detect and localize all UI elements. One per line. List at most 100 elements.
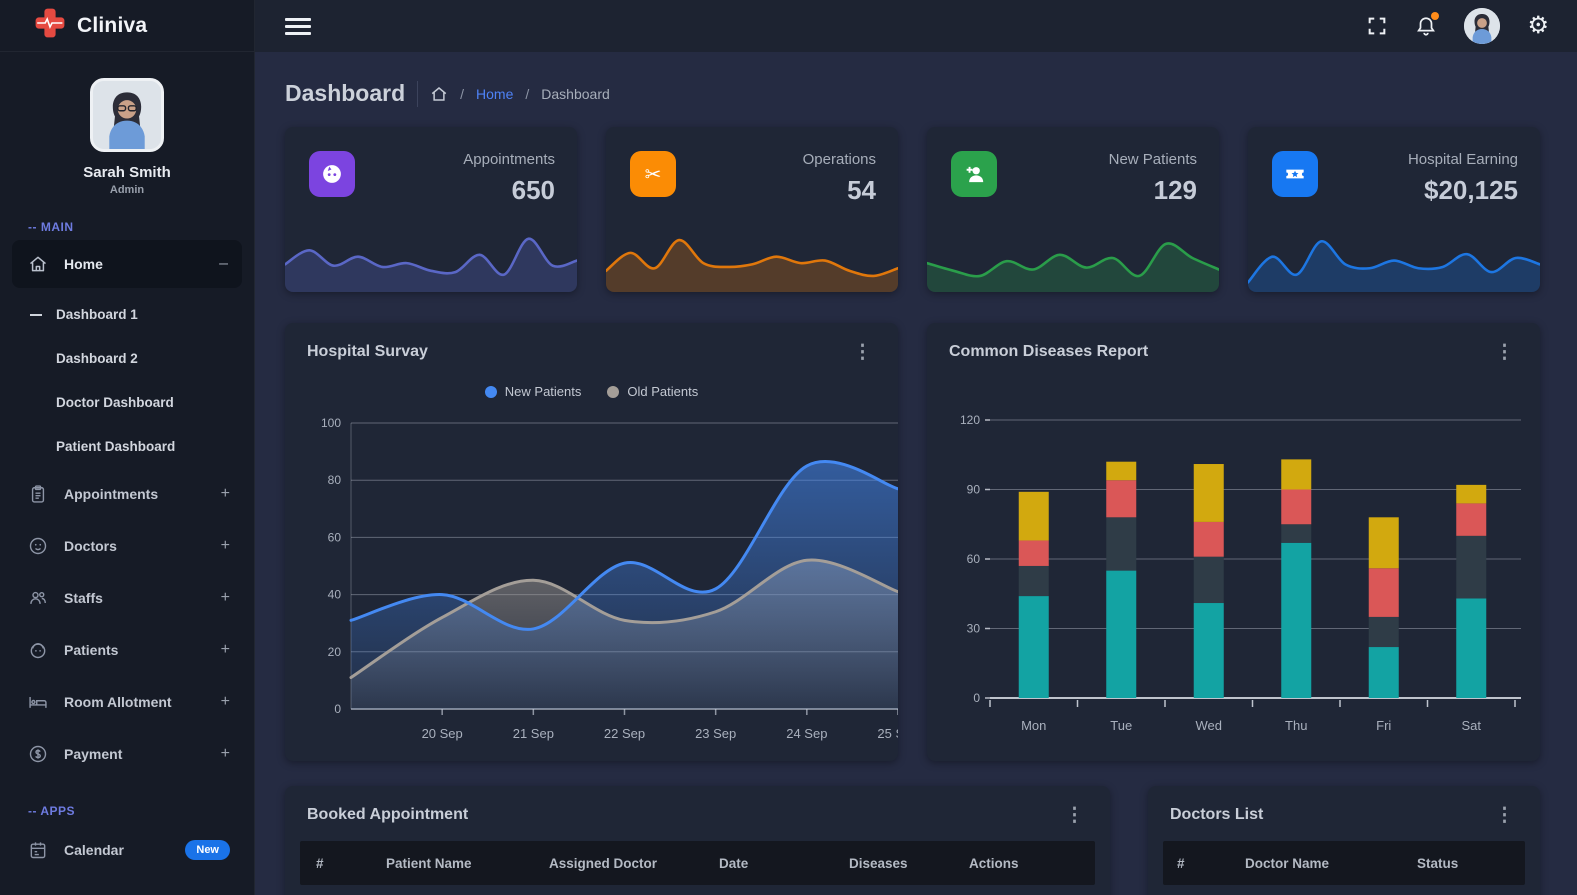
svg-text:0: 0 xyxy=(334,702,341,716)
sidebar-item-payment[interactable]: Payment + xyxy=(0,728,254,780)
breadcrumb: Dashboard / Home / Dashboard xyxy=(285,80,1540,107)
appointments-sparkline xyxy=(285,237,577,292)
subitem-label: Dashboard 1 xyxy=(56,306,138,322)
col-doctor-name: Doctor Name xyxy=(1245,855,1330,871)
sidebar-item-label: Staffs xyxy=(64,590,103,606)
collapse-indicator: – xyxy=(219,255,228,272)
user-avatar xyxy=(90,78,164,152)
svg-text:20: 20 xyxy=(328,645,342,659)
panel-title: Booked Appointment xyxy=(307,806,469,823)
col-diseases: Diseases xyxy=(849,855,908,871)
sidebar: Cliniva Sarah Smith Admin -- MAIN xyxy=(0,0,255,895)
settings-gear-icon[interactable]: ⚙ xyxy=(1527,12,1549,39)
breadcrumb-separator: / xyxy=(525,85,530,102)
svg-text:Mon: Mon xyxy=(1021,718,1046,733)
panel-title: Hospital Survay xyxy=(307,343,428,360)
expand-indicator: + xyxy=(220,693,230,710)
stat-label: Operations xyxy=(802,151,876,168)
svg-text:21 Sep: 21 Sep xyxy=(513,726,554,741)
panel-title: Common Diseases Report xyxy=(949,343,1149,360)
sidebar-item-room-allotment[interactable]: Room Allotment + xyxy=(0,676,254,728)
people-icon xyxy=(30,591,46,604)
sidebar-item-appointments[interactable]: Appointments + xyxy=(0,468,254,520)
svg-text:60: 60 xyxy=(967,552,981,566)
svg-text:30: 30 xyxy=(967,622,981,636)
page-title: Dashboard xyxy=(285,80,406,106)
svg-text:Thu: Thu xyxy=(1285,718,1307,733)
stat-value: 129 xyxy=(1153,175,1197,205)
legend-new-patients[interactable]: New Patients xyxy=(484,384,581,399)
clipboard-icon xyxy=(31,485,45,503)
sidebar-item-staffs[interactable]: Staffs + xyxy=(0,572,254,624)
stat-value: 650 xyxy=(511,175,555,205)
operations-sparkline xyxy=(606,238,898,292)
breadcrumb-home-link[interactable]: Home xyxy=(476,85,514,102)
col-number: # xyxy=(1177,855,1185,871)
sidebar-item-label: Patients xyxy=(64,642,119,658)
hospital-survey-chart: 0 20 40 60 80 100 20 Sep 21 Sep 22 Sep 23 Sep 24 S… xyxy=(321,416,898,741)
doctor-face-icon xyxy=(29,537,47,555)
common-diseases-chart: 0 30 60 90 120 Mon Tue Wed Thu Fri Sat xyxy=(960,413,1521,733)
notification-dot xyxy=(1431,12,1440,20)
svg-text:22 Sep: 22 Sep xyxy=(604,726,645,741)
svg-text:24 Sep: 24 Sep xyxy=(786,726,827,741)
col-date: Date xyxy=(719,855,749,871)
user-name: Sarah Smith xyxy=(83,164,171,181)
subitem-label: Patient Dashboard xyxy=(56,438,176,454)
legend-label: Old Patients xyxy=(627,384,699,399)
svg-text:90: 90 xyxy=(967,483,981,497)
expand-indicator: + xyxy=(220,745,230,762)
doctors-list-panel: Doctors List ⋮ # Doctor Name Status xyxy=(1148,786,1540,895)
sidebar-item-patients[interactable]: Patients + xyxy=(0,624,254,676)
col-assigned-doctor: Assigned Doctor xyxy=(549,855,658,871)
stat-label: New Patients xyxy=(1108,151,1197,168)
hospital-survey-panel: Hospital Survay ⋮ New Patients Old Patie… xyxy=(285,323,898,761)
table-header: # Doctor Name Status xyxy=(1163,841,1525,885)
kebab-menu-icon[interactable]: ⋮ xyxy=(1065,805,1084,826)
kebab-menu-icon[interactable]: ⋮ xyxy=(1495,805,1514,826)
panel-title: Doctors List xyxy=(1170,806,1264,823)
svg-text:Sat: Sat xyxy=(1461,718,1481,733)
svg-text:Fri: Fri xyxy=(1376,718,1391,733)
breadcrumb-home-icon[interactable] xyxy=(430,85,448,103)
expand-indicator: + xyxy=(220,589,230,606)
calendar-icon xyxy=(30,842,46,859)
col-number: # xyxy=(316,855,324,871)
subitem-label: Dashboard 2 xyxy=(56,350,138,366)
svg-text:100: 100 xyxy=(321,416,341,430)
kebab-menu-icon[interactable]: ⋮ xyxy=(853,342,872,363)
legend-old-patients[interactable]: Old Patients xyxy=(607,384,698,399)
sidebar-item-label: Doctors xyxy=(64,538,117,554)
ticket-star-icon xyxy=(1272,151,1318,197)
profile-avatar[interactable] xyxy=(1464,8,1501,44)
sidebar-item-home[interactable]: Home – xyxy=(12,240,242,288)
sidebar-subitem-dashboard-1[interactable]: Dashboard 1 xyxy=(0,292,254,336)
person-add-icon xyxy=(951,151,997,197)
col-actions: Actions xyxy=(969,855,1019,871)
section-label-apps: -- APPS xyxy=(28,804,76,818)
svg-text:25 Sep: 25 Sep xyxy=(877,726,898,741)
sidebar-subitem-doctor-dashboard[interactable]: Doctor Dashboard xyxy=(0,380,254,424)
sidebar-item-label: Appointments xyxy=(64,486,159,502)
appointments-face-icon xyxy=(309,151,355,197)
sidebar-item-calendar[interactable]: Calendar New xyxy=(0,824,254,876)
table-header: # Patient Name Assigned Doctor Date Dise… xyxy=(300,841,1095,885)
col-patient-name: Patient Name xyxy=(386,855,472,871)
kebab-menu-icon[interactable]: ⋮ xyxy=(1495,342,1514,363)
svg-text:23 Sep: 23 Sep xyxy=(695,726,736,741)
svg-text:120: 120 xyxy=(960,413,980,427)
sidebar-item-label: Home xyxy=(64,256,103,272)
sidebar-subitem-dashboard-2[interactable]: Dashboard 2 xyxy=(0,336,254,380)
notifications-bell-icon[interactable] xyxy=(1415,12,1440,37)
table-row xyxy=(300,885,1095,895)
table-row xyxy=(1163,885,1525,895)
hamburger-menu-icon[interactable] xyxy=(285,14,311,39)
sidebar-subitem-patient-dashboard[interactable]: Patient Dashboard xyxy=(0,424,254,468)
fullscreen-icon[interactable] xyxy=(1366,15,1388,37)
hospital-earning-sparkline xyxy=(1248,240,1540,292)
user-role: Admin xyxy=(109,184,145,196)
sidebar-item-doctors[interactable]: Doctors + xyxy=(0,520,254,572)
brand-area[interactable]: Cliniva xyxy=(0,0,254,52)
svg-text:20 Sep: 20 Sep xyxy=(422,726,463,741)
stat-cards: Appointments 650 ✂ Operations 54 xyxy=(285,127,1540,292)
